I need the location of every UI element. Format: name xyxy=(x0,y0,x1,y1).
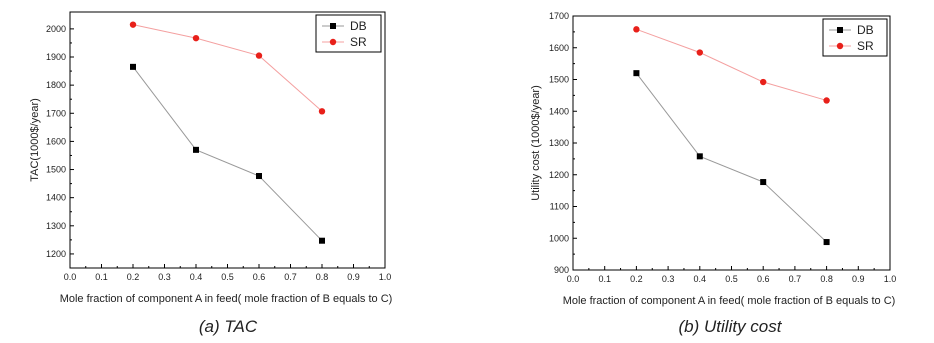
y-tick-label: 1300 xyxy=(549,138,569,148)
x-tick-label: 0.1 xyxy=(598,274,611,284)
y-tick-label: 1000 xyxy=(549,233,569,243)
y-tick-label: 1700 xyxy=(46,108,66,118)
chart-panel-1: 0.0 0.1 0.2 0.3 0.4 0.5 0.6 0.7 0.8 0.9 1.0 900 1000… xyxy=(530,11,896,336)
x-tick-label: 0.7 xyxy=(284,272,297,282)
y-tick-label: 900 xyxy=(554,265,569,275)
y-tick-label: 1200 xyxy=(46,249,66,259)
data-point-db xyxy=(256,173,262,180)
x-tick-label: 1.0 xyxy=(884,274,897,284)
data-point-sr xyxy=(633,26,640,33)
x-tick-label: 0.8 xyxy=(820,274,833,284)
x-tick-label: 0.2 xyxy=(127,272,140,282)
legend-box xyxy=(315,14,382,53)
data-point-db xyxy=(760,179,767,186)
legend: DB SR xyxy=(822,18,888,57)
legend-marker xyxy=(329,38,337,46)
legend-label: SR xyxy=(350,35,367,49)
series-line-sr xyxy=(636,28,827,101)
data-point-db xyxy=(823,239,830,246)
y-tick-label: 1600 xyxy=(549,43,569,53)
data-point-db xyxy=(633,70,640,77)
data-point-sr xyxy=(823,97,830,104)
y-tick-label: 1800 xyxy=(46,80,66,90)
x-tick-label: 0.8 xyxy=(316,272,329,282)
y-tick-label: 1500 xyxy=(549,75,569,85)
chart-caption: (a) TAC xyxy=(199,317,258,336)
legend-box xyxy=(822,18,888,57)
x-tick-label: 0.3 xyxy=(158,272,171,282)
legend: DB SR xyxy=(315,14,382,53)
data-point-sr xyxy=(129,21,137,28)
chart-caption: (b) Utility cost xyxy=(679,317,783,336)
x-axis-label: Mole fraction of component A in feed( mo… xyxy=(563,295,896,307)
x-axis-label: Mole fraction of component A in feed( mo… xyxy=(60,293,393,305)
x-tick-label: 0.4 xyxy=(694,274,707,284)
legend-label: SR xyxy=(857,39,874,53)
series-line-db xyxy=(636,72,827,243)
y-tick-label: 1600 xyxy=(46,136,66,146)
x-tick-label: 0.0 xyxy=(567,274,580,284)
x-tick-label: 0.6 xyxy=(757,274,770,284)
y-tick-label: 1300 xyxy=(46,221,66,231)
y-tick-label: 1100 xyxy=(550,202,569,212)
series-line-db xyxy=(132,66,323,242)
y-tick-label: 1200 xyxy=(549,170,569,180)
data-point-sr xyxy=(255,52,263,59)
x-tick-label: 0.3 xyxy=(662,274,675,284)
data-point-db xyxy=(130,63,136,70)
y-tick-label: 1500 xyxy=(46,165,66,175)
chart-panel-0: 0.0 0.1 0.2 0.3 0.4 0.5 0.6 0.7 0.8 0.9 1.0 1200 130… xyxy=(29,11,393,336)
data-point-sr xyxy=(318,108,326,115)
x-tick-label: 0.9 xyxy=(347,272,360,282)
y-tick-label: 1900 xyxy=(46,52,66,62)
legend-label: DB xyxy=(857,23,874,37)
data-point-db xyxy=(193,146,199,153)
data-point-sr xyxy=(192,34,200,42)
x-tick-label: 0.1 xyxy=(95,272,108,282)
legend-marker xyxy=(837,27,843,33)
y-axis-label: Utility cost (1000$/year) xyxy=(530,85,542,201)
legend-marker xyxy=(330,23,336,29)
y-tick-label: 1400 xyxy=(46,193,66,203)
x-tick-label: 1.0 xyxy=(379,272,392,282)
x-tick-label: 0.4 xyxy=(190,272,203,282)
x-tick-label: 0.2 xyxy=(630,274,643,284)
x-tick-label: 0.5 xyxy=(725,274,738,284)
legend-marker xyxy=(836,42,844,50)
y-tick-label: 1700 xyxy=(549,11,569,21)
y-tick-label: 1400 xyxy=(549,106,569,116)
y-tick-label: 2000 xyxy=(46,24,66,34)
series-line-sr xyxy=(132,24,323,112)
y-axis-label: TAC(1000$/year) xyxy=(29,98,41,182)
x-tick-label: 0.5 xyxy=(221,272,234,282)
data-point-db xyxy=(319,237,325,244)
data-point-sr xyxy=(760,78,767,86)
x-tick-label: 0.9 xyxy=(852,274,865,284)
data-point-sr xyxy=(696,49,703,56)
x-tick-label: 0.6 xyxy=(253,272,266,282)
x-tick-label: 0.0 xyxy=(64,272,77,282)
data-point-db xyxy=(696,153,703,160)
legend-label: DB xyxy=(350,19,367,33)
x-tick-label: 0.7 xyxy=(789,274,802,284)
